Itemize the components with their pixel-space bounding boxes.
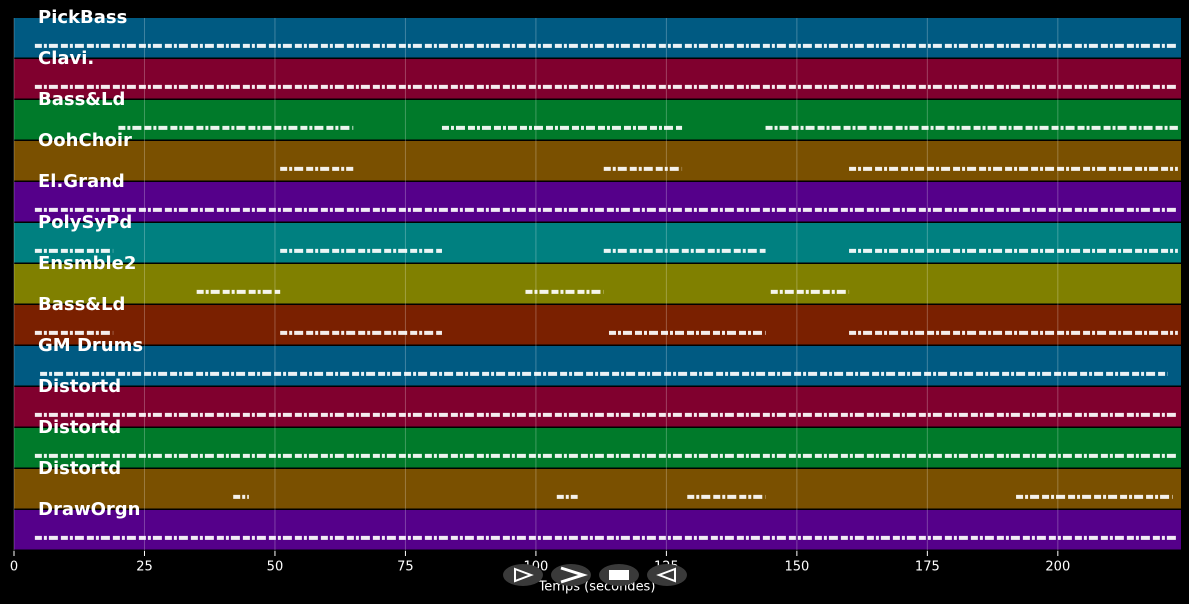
play-button[interactable] [503, 564, 543, 586]
tracks [14, 18, 1181, 550]
x-tick-label: 25 [136, 560, 153, 575]
labels: PickBass Clavi. Bass&Ld OohChoir El.Grand Pol… [38, 7, 143, 520]
x-tick-label: 150 [784, 560, 809, 575]
notes [34, 43, 1178, 540]
grid [13, 18, 1059, 551]
track-row [14, 346, 1181, 386]
track-name: OohChoir [38, 130, 132, 151]
track-name: El.Grand [38, 171, 125, 192]
track-name: Bass&Ld [38, 89, 125, 110]
x-tick-label: 175 [915, 560, 940, 575]
track-row [14, 469, 1181, 509]
track-row [14, 18, 1181, 58]
stop-button[interactable] [599, 564, 639, 586]
track-row [14, 428, 1181, 468]
track-row [14, 305, 1181, 345]
track-row [14, 141, 1181, 181]
x-tick-label: 75 [397, 560, 414, 575]
back-button[interactable] [647, 564, 687, 586]
x-tick-label: 0 [10, 560, 18, 575]
track-row [14, 223, 1181, 263]
track-row [14, 387, 1181, 427]
track-name: GM Drums [38, 335, 143, 356]
track-name: Clavi. [38, 48, 94, 69]
track-name: PolySyPd [38, 212, 132, 233]
x-tick-label: 50 [267, 560, 284, 575]
x-tick-label: 200 [1045, 560, 1070, 575]
track-row [14, 59, 1181, 99]
track-name: Distortd [38, 417, 121, 438]
track-row [14, 100, 1181, 140]
track-name: PickBass [38, 7, 127, 28]
track-row [14, 510, 1181, 550]
track-name: Ensmble2 [38, 253, 136, 274]
track-row [14, 264, 1181, 304]
transport [503, 564, 687, 586]
forward-button[interactable] [551, 564, 591, 586]
track-name: DrawOrgn [38, 499, 140, 520]
track-name: Distortd [38, 458, 121, 479]
track-name: Distortd [38, 376, 121, 397]
track-row [14, 182, 1181, 222]
track-name: Bass&Ld [38, 294, 125, 315]
